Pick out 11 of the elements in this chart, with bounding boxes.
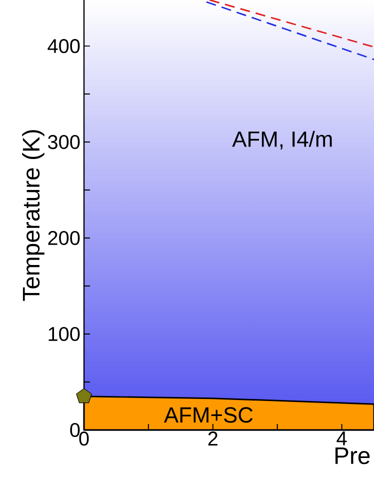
y-tick-label: 100 — [48, 326, 80, 342]
x-tick-label: 4 — [336, 432, 347, 446]
y-tick-label: 300 — [48, 135, 80, 150]
x-tick-label: 0 — [79, 432, 89, 446]
y-axis-title: Temperature (K) — [22, 130, 44, 301]
x-tick-label: 2 — [208, 432, 218, 446]
y-tick-label: 400 — [48, 39, 80, 54]
x-axis-title: Pre — [335, 447, 370, 464]
y-tick-label: 200 — [48, 230, 80, 246]
annotation: AFM, I4/m — [232, 130, 332, 150]
annotation: AFM+SC — [164, 407, 253, 423]
